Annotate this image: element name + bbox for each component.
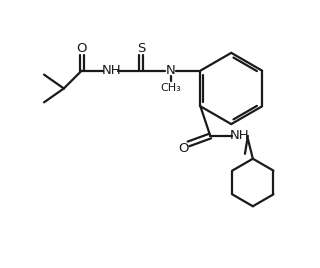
Text: NH: NH — [230, 129, 250, 143]
Text: O: O — [76, 42, 87, 55]
Text: O: O — [178, 142, 189, 155]
Text: CH₃: CH₃ — [160, 83, 181, 94]
Text: N: N — [166, 64, 176, 77]
Text: NH: NH — [101, 64, 121, 77]
Text: S: S — [137, 42, 145, 55]
